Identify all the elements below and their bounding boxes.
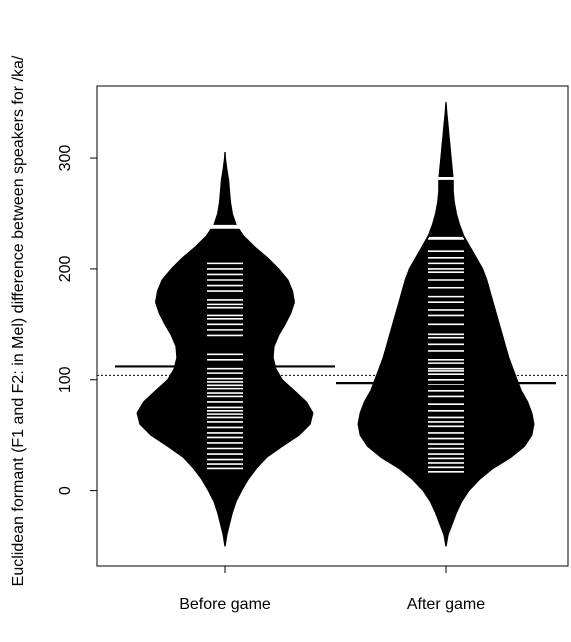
y-tick-label: 200 (57, 255, 74, 282)
bean-group (115, 152, 335, 547)
y-tick-label: 100 (57, 366, 74, 393)
plot-area: 0 100 200 300 Before game After game (57, 85, 569, 613)
y-tick-label: 0 (57, 486, 74, 495)
bean-group (336, 102, 556, 547)
plot-frame (96, 85, 569, 567)
x-tick-label: After game (407, 596, 485, 613)
bean-density (136, 152, 314, 547)
y-tick-label: 300 (57, 145, 74, 172)
x-tick-label: Before game (179, 596, 271, 613)
